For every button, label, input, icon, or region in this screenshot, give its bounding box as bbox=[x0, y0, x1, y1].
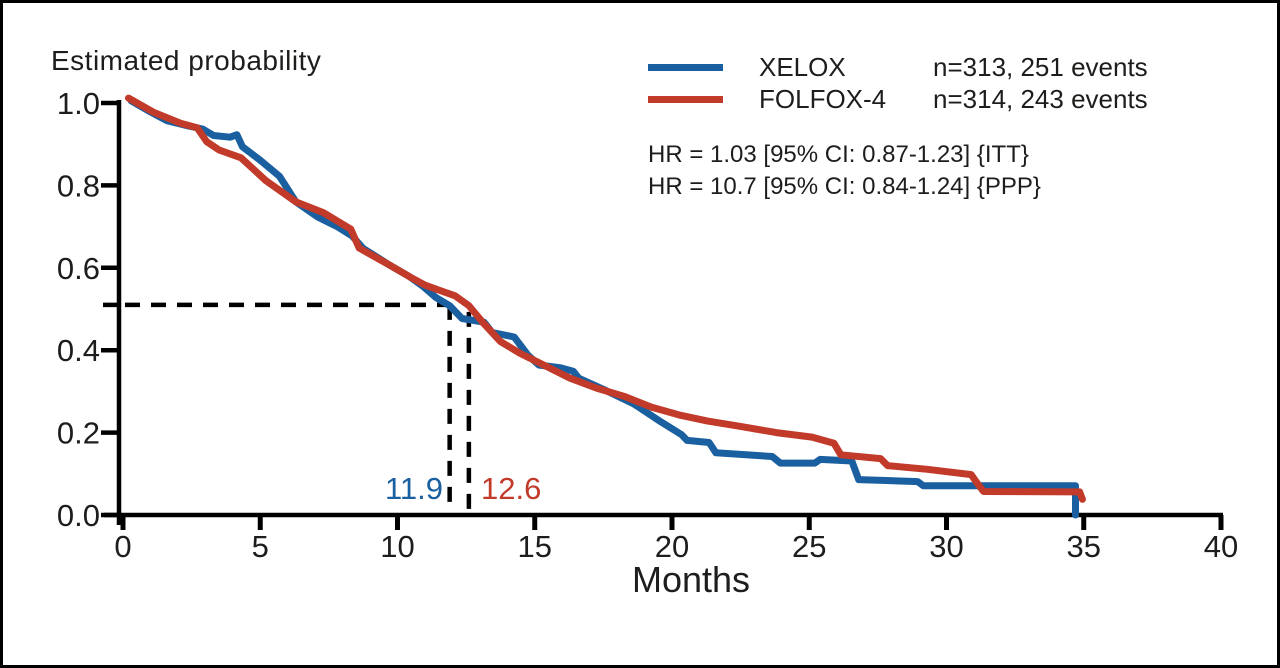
x-axis-title: Months bbox=[631, 559, 751, 600]
legend-label-xelox: XELOX bbox=[759, 51, 846, 82]
x-tick-label: 10 bbox=[380, 529, 414, 564]
y-tick-label: 0.4 bbox=[57, 333, 100, 368]
chart-title: Estimated probability bbox=[51, 45, 322, 76]
median-value-folfox-4: 12.6 bbox=[481, 471, 542, 506]
x-tick-label: 25 bbox=[792, 529, 826, 564]
y-tick-label: 0.6 bbox=[57, 251, 100, 286]
legend-label-folfox-4: FOLFOX-4 bbox=[759, 83, 887, 114]
x-tick-label: 30 bbox=[929, 529, 963, 564]
hazard-ratio-block: HR = 1.03 [95% CI: 0.87-1.23] {ITT} HR =… bbox=[648, 139, 1041, 203]
median-value-xelox: 11.9 bbox=[384, 471, 443, 506]
x-tick-label: 20 bbox=[655, 529, 689, 564]
hazard-ratio-ppp: HR = 10.7 [95% CI: 0.84-1.24] {PPP} bbox=[648, 173, 1041, 200]
y-tick-label: 0.8 bbox=[57, 168, 100, 203]
x-tick-label: 40 bbox=[1204, 529, 1238, 564]
survival-curve-folfox-4 bbox=[125, 94, 1086, 503]
legend-line-swatch-folfox-4 bbox=[648, 95, 723, 103]
hazard-ratio-itt: HR = 1.03 [95% CI: 0.87-1.23] {ITT} bbox=[648, 141, 1029, 168]
legend-line-swatch-xelox bbox=[648, 63, 723, 71]
legend: XELOX n=313, 251 events FOLFOX-4 n=314, … bbox=[648, 51, 1148, 115]
y-tick-label: 0.2 bbox=[57, 416, 100, 451]
legend-events-xelox: n=313, 251 events bbox=[933, 51, 1148, 82]
x-tick-label: 35 bbox=[1067, 529, 1101, 564]
chart-plot-area: 1.0 0.8 0.6 0.4 0.2 0.0 0 5 10 15 20 25 30 35 40 bbox=[57, 86, 1238, 564]
y-tick-label: 1.0 bbox=[57, 86, 100, 121]
y-tick-label: 0.0 bbox=[57, 498, 100, 533]
x-tick-label: 15 bbox=[518, 529, 552, 564]
legend-item-xelox: XELOX n=313, 251 events bbox=[648, 51, 1148, 83]
x-tick-label: 5 bbox=[252, 529, 269, 564]
legend-events-folfox-4: n=314, 243 events bbox=[933, 83, 1148, 114]
x-tick-label: 0 bbox=[114, 529, 131, 564]
legend-item-folfox-4: FOLFOX-4 n=314, 243 events bbox=[648, 83, 1148, 115]
